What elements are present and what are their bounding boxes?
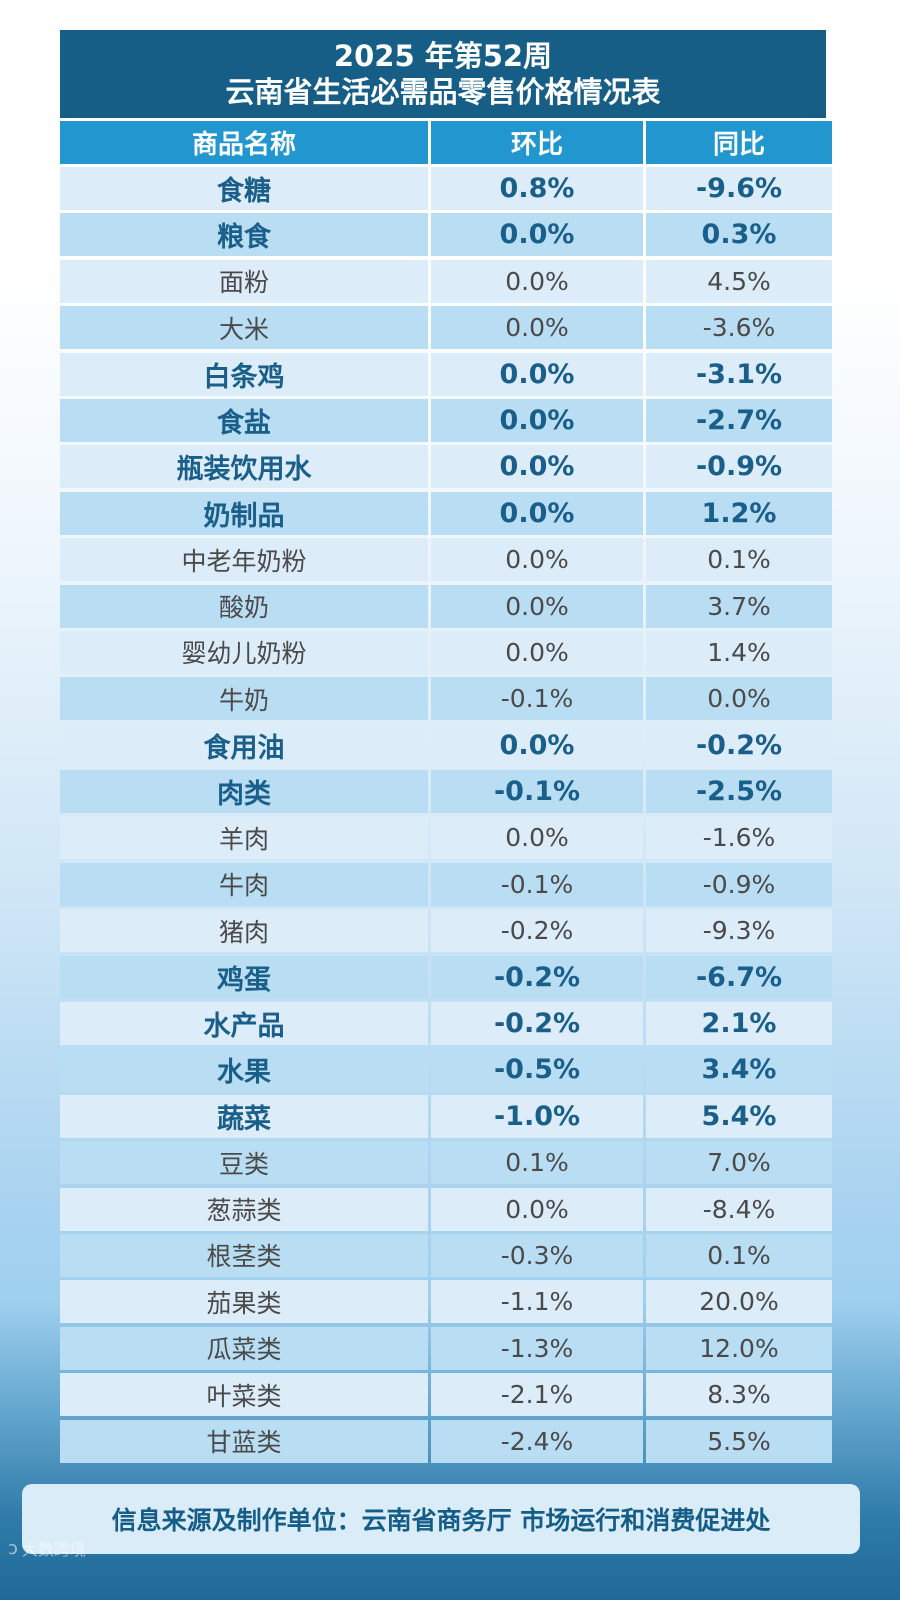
mom-change-cell: 0.0% <box>431 259 643 303</box>
item-name-cell: 粮食 <box>60 213 428 257</box>
yoy-change-cell: 12.0% <box>646 1326 832 1370</box>
mom-change-cell: -0.1% <box>431 862 643 906</box>
yoy-change-cell: 7.0% <box>646 1141 832 1185</box>
mom-change-cell: 0.0% <box>431 306 643 350</box>
mom-change-cell: -1.0% <box>431 1094 643 1138</box>
watermark-text: 大数跨境 <box>21 1540 86 1559</box>
item-name-cell: 甘蓝类 <box>60 1419 428 1463</box>
mom-change-cell: -1.3% <box>431 1326 643 1370</box>
yoy-change-cell: 8.3% <box>646 1373 832 1417</box>
mom-change-cell: -0.1% <box>431 770 643 814</box>
price-table: 2025 年第52周 云南省生活必需品零售价格情况表 商品名称 环比 同比 食糖… <box>60 30 832 1466</box>
item-name-cell: 酸奶 <box>60 584 428 628</box>
mom-change-cell: 0.0% <box>431 491 643 535</box>
mom-change-cell: 0.0% <box>431 723 643 767</box>
yoy-change-cell: -3.1% <box>646 352 832 396</box>
table-body: 食糖 0.8% -9.6% 粮食 0.0% 0.3% 面粉 0.0% 4.5% 大米 0.0% -3.… <box>60 167 832 1466</box>
item-name-cell: 食用油 <box>60 723 428 767</box>
item-name-cell: 牛肉 <box>60 862 428 906</box>
column-header-yoy: 同比 <box>646 121 832 164</box>
mom-change-cell: -0.3% <box>431 1233 643 1277</box>
column-header-mom: 环比 <box>431 121 643 164</box>
item-name-cell: 茄果类 <box>60 1280 428 1324</box>
title-line-1: 2025 年第52周 <box>333 39 553 73</box>
mom-change-cell: -1.1% <box>431 1280 643 1324</box>
mom-change-cell: -2.4% <box>431 1419 643 1463</box>
item-name-cell: 瓜菜类 <box>60 1326 428 1370</box>
item-name-cell: 婴幼儿奶粉 <box>60 630 428 674</box>
item-name-cell: 水果 <box>60 1048 428 1092</box>
yoy-change-cell: 1.2% <box>646 491 832 535</box>
item-name-cell: 叶菜类 <box>60 1373 428 1417</box>
source-footer: 信息来源及制作单位：云南省商务厅 市场运行和消费促进处 <box>22 1484 860 1554</box>
yoy-change-cell: -0.2% <box>646 723 832 767</box>
yoy-change-cell: 5.4% <box>646 1094 832 1138</box>
mom-change-cell: 0.1% <box>431 1141 643 1185</box>
item-name-cell: 牛奶 <box>60 677 428 721</box>
table-title: 2025 年第52周 云南省生活必需品零售价格情况表 <box>60 30 826 118</box>
yoy-change-cell: -9.6% <box>646 167 832 210</box>
item-name-cell: 肉类 <box>60 770 428 814</box>
item-name-cell: 葱蒜类 <box>60 1187 428 1231</box>
mom-change-cell: -0.2% <box>431 955 643 999</box>
yoy-change-cell: 4.5% <box>646 259 832 303</box>
yoy-change-cell: 1.4% <box>646 630 832 674</box>
yoy-change-cell: -2.5% <box>646 770 832 814</box>
item-name-cell: 瓶装饮用水 <box>60 445 428 489</box>
yoy-change-cell: 0.0% <box>646 677 832 721</box>
item-name-cell: 根茎类 <box>60 1233 428 1277</box>
item-name-cell: 食盐 <box>60 398 428 442</box>
item-name-cell: 羊肉 <box>60 816 428 860</box>
yoy-change-cell: -8.4% <box>646 1187 832 1231</box>
yoy-change-cell: 0.1% <box>646 538 832 582</box>
yoy-change-cell: 20.0% <box>646 1280 832 1324</box>
yoy-change-cell: -6.7% <box>646 955 832 999</box>
watermark-logo-icon: ↄ <box>8 1537 18 1559</box>
yoy-change-cell: -0.9% <box>646 862 832 906</box>
title-line-2: 云南省生活必需品零售价格情况表 <box>225 75 661 109</box>
yoy-change-cell: -0.9% <box>646 445 832 489</box>
item-name-cell: 大米 <box>60 306 428 350</box>
mom-change-cell: 0.0% <box>431 213 643 257</box>
item-name-cell: 猪肉 <box>60 909 428 953</box>
mom-change-cell: 0.0% <box>431 630 643 674</box>
mom-change-cell: 0.8% <box>431 167 643 210</box>
item-name-cell: 白条鸡 <box>60 352 428 396</box>
table-header-row: 商品名称 环比 同比 <box>60 121 832 167</box>
item-name-cell: 面粉 <box>60 259 428 303</box>
mom-change-cell: -0.2% <box>431 1002 643 1046</box>
yoy-change-cell: 2.1% <box>646 1002 832 1046</box>
mom-change-cell: 0.0% <box>431 584 643 628</box>
mom-change-cell: 0.0% <box>431 816 643 860</box>
yoy-change-cell: 0.1% <box>646 1233 832 1277</box>
item-name-cell: 中老年奶粉 <box>60 538 428 582</box>
item-name-cell: 鸡蛋 <box>60 955 428 999</box>
yoy-change-cell: 0.3% <box>646 213 832 257</box>
mom-change-cell: 0.0% <box>431 1187 643 1231</box>
yoy-change-cell: -2.7% <box>646 398 832 442</box>
mom-change-cell: -0.1% <box>431 677 643 721</box>
mom-change-cell: -0.5% <box>431 1048 643 1092</box>
mom-change-cell: -2.1% <box>431 1373 643 1417</box>
watermark: ↄ 大数跨境 <box>8 1536 86 1560</box>
item-name-cell: 奶制品 <box>60 491 428 535</box>
mom-change-cell: 0.0% <box>431 352 643 396</box>
mom-change-cell: 0.0% <box>431 398 643 442</box>
item-name-cell: 蔬菜 <box>60 1094 428 1138</box>
item-name-cell: 食糖 <box>60 167 428 210</box>
item-name-cell: 豆类 <box>60 1141 428 1185</box>
yoy-change-cell: -3.6% <box>646 306 832 350</box>
yoy-change-cell: -1.6% <box>646 816 832 860</box>
yoy-change-cell: 3.7% <box>646 584 832 628</box>
mom-change-cell: 0.0% <box>431 445 643 489</box>
column-header-name: 商品名称 <box>60 121 428 164</box>
yoy-change-cell: 5.5% <box>646 1419 832 1463</box>
mom-change-cell: -0.2% <box>431 909 643 953</box>
item-name-cell: 水产品 <box>60 1002 428 1046</box>
yoy-change-cell: 3.4% <box>646 1048 832 1092</box>
yoy-change-cell: -9.3% <box>646 909 832 953</box>
mom-change-cell: 0.0% <box>431 538 643 582</box>
